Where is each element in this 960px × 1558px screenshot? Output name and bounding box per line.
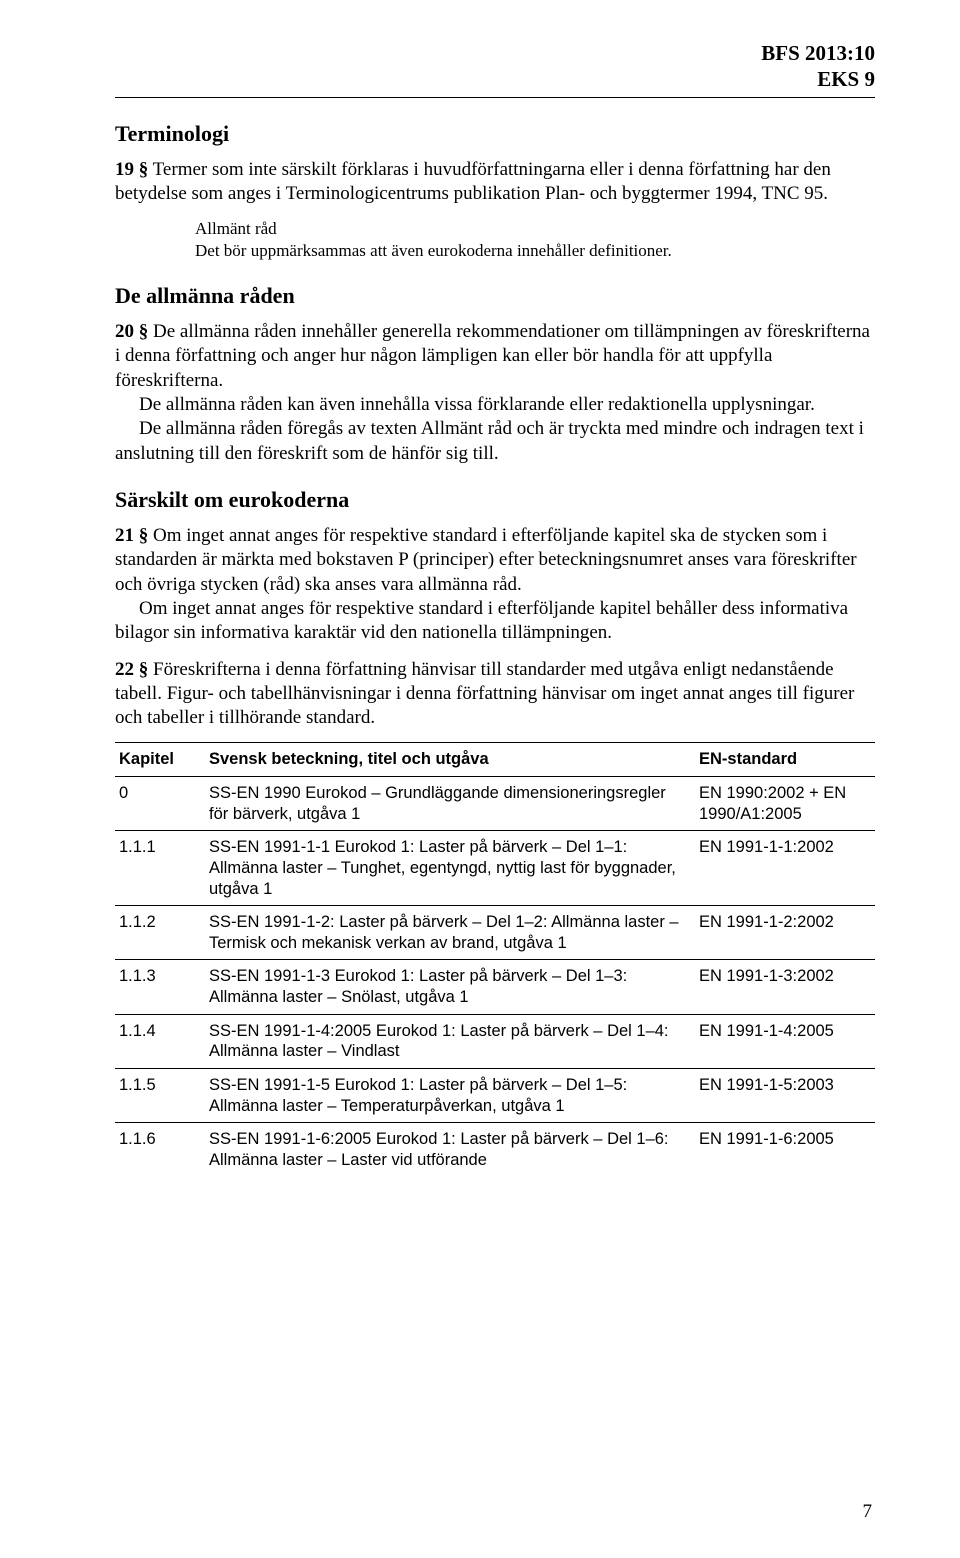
cell-kapitel: 0 xyxy=(115,777,205,831)
table-row: 1.1.3SS-EN 1991-1-3 Eurokod 1: Laster på… xyxy=(115,960,875,1014)
heading-sarskilt: Särskilt om eurokoderna xyxy=(115,486,875,514)
page-number: 7 xyxy=(863,1500,873,1524)
paragraph-20: 20 § De allmänna råden innehåller genere… xyxy=(115,320,875,393)
doc-id-1: BFS 2013:10 xyxy=(115,40,875,66)
cell-kapitel: 1.1.1 xyxy=(115,831,205,906)
cell-kapitel: 1.1.3 xyxy=(115,960,205,1014)
p19-text: Termer som inte särskilt förklaras i huv… xyxy=(115,159,831,204)
header-rule xyxy=(115,97,875,98)
p22-lead: 22 § xyxy=(115,659,148,680)
p20-lead: 20 § xyxy=(115,321,148,342)
cell-en: EN 1991-1-4:2005 xyxy=(695,1014,875,1068)
cell-title: SS-EN 1991-1-2: Laster på bärverk – Del … xyxy=(205,906,695,960)
cell-en: EN 1991-1-1:2002 xyxy=(695,831,875,906)
cell-en: EN 1990:2002 + EN 1990/A1:2005 xyxy=(695,777,875,831)
doc-id-2: EKS 9 xyxy=(115,66,875,92)
standards-table: Kapitel Svensk beteckning, titel och utg… xyxy=(115,742,875,1176)
advice-block: Allmänt råd Det bör uppmärksammas att äv… xyxy=(195,218,855,262)
cell-title: SS-EN 1991-1-6:2005 Eurokod 1: Laster på… xyxy=(205,1123,695,1177)
table-row: 1.1.6SS-EN 1991-1-6:2005 Eurokod 1: Last… xyxy=(115,1123,875,1177)
heading-allmanna: De allmänna råden xyxy=(115,282,875,310)
doc-header: BFS 2013:10 EKS 9 xyxy=(115,40,875,93)
p22-text: Föreskrifterna i denna författning hänvi… xyxy=(115,659,854,729)
th-title: Svensk beteckning, titel och utgåva xyxy=(205,743,695,777)
cell-kapitel: 1.1.4 xyxy=(115,1014,205,1068)
p21-lead: 21 § xyxy=(115,525,148,546)
p20-cont1: De allmänna råden kan även innehålla vis… xyxy=(115,393,875,417)
p21-text: Om inget annat anges för respektive stan… xyxy=(115,525,857,595)
p20-text: De allmänna råden innehåller generella r… xyxy=(115,321,870,391)
table-row: 1.1.2SS-EN 1991-1-2: Laster på bärverk –… xyxy=(115,906,875,960)
table-row: 1.1.4SS-EN 1991-1-4:2005 Eurokod 1: Last… xyxy=(115,1014,875,1068)
th-en: EN-standard xyxy=(695,743,875,777)
table-row: 0SS-EN 1990 Eurokod – Grundläggande dime… xyxy=(115,777,875,831)
th-kapitel: Kapitel xyxy=(115,743,205,777)
cell-en: EN 1991-1-3:2002 xyxy=(695,960,875,1014)
cell-title: SS-EN 1991-1-4:2005 Eurokod 1: Laster på… xyxy=(205,1014,695,1068)
cell-en: EN 1991-1-2:2002 xyxy=(695,906,875,960)
advice-text: Det bör uppmärksammas att även eurokoder… xyxy=(195,241,672,260)
cell-kapitel: 1.1.5 xyxy=(115,1068,205,1122)
paragraph-19: 19 § Termer som inte särskilt förklaras … xyxy=(115,158,875,207)
paragraph-22: 22 § Föreskrifterna i denna författning … xyxy=(115,658,875,731)
cell-kapitel: 1.1.2 xyxy=(115,906,205,960)
cell-en: EN 1991-1-6:2005 xyxy=(695,1123,875,1177)
advice-title: Allmänt råd xyxy=(195,218,855,240)
cell-title: SS-EN 1991-1-1 Eurokod 1: Laster på bärv… xyxy=(205,831,695,906)
table-row: 1.1.1SS-EN 1991-1-1 Eurokod 1: Laster på… xyxy=(115,831,875,906)
cell-kapitel: 1.1.6 xyxy=(115,1123,205,1177)
table-row: 1.1.5SS-EN 1991-1-5 Eurokod 1: Laster på… xyxy=(115,1068,875,1122)
cell-title: SS-EN 1990 Eurokod – Grundläggande dimen… xyxy=(205,777,695,831)
cell-title: SS-EN 1991-1-5 Eurokod 1: Laster på bärv… xyxy=(205,1068,695,1122)
p19-lead: 19 § xyxy=(115,159,148,180)
cell-title: SS-EN 1991-1-3 Eurokod 1: Laster på bärv… xyxy=(205,960,695,1014)
p20-cont2: De allmänna råden föregås av texten Allm… xyxy=(115,417,875,466)
heading-terminologi: Terminologi xyxy=(115,120,875,148)
cell-en: EN 1991-1-5:2003 xyxy=(695,1068,875,1122)
p21-cont: Om inget annat anges för respektive stan… xyxy=(115,597,875,646)
paragraph-21: 21 § Om inget annat anges för respektive… xyxy=(115,524,875,597)
table-header-row: Kapitel Svensk beteckning, titel och utg… xyxy=(115,743,875,777)
